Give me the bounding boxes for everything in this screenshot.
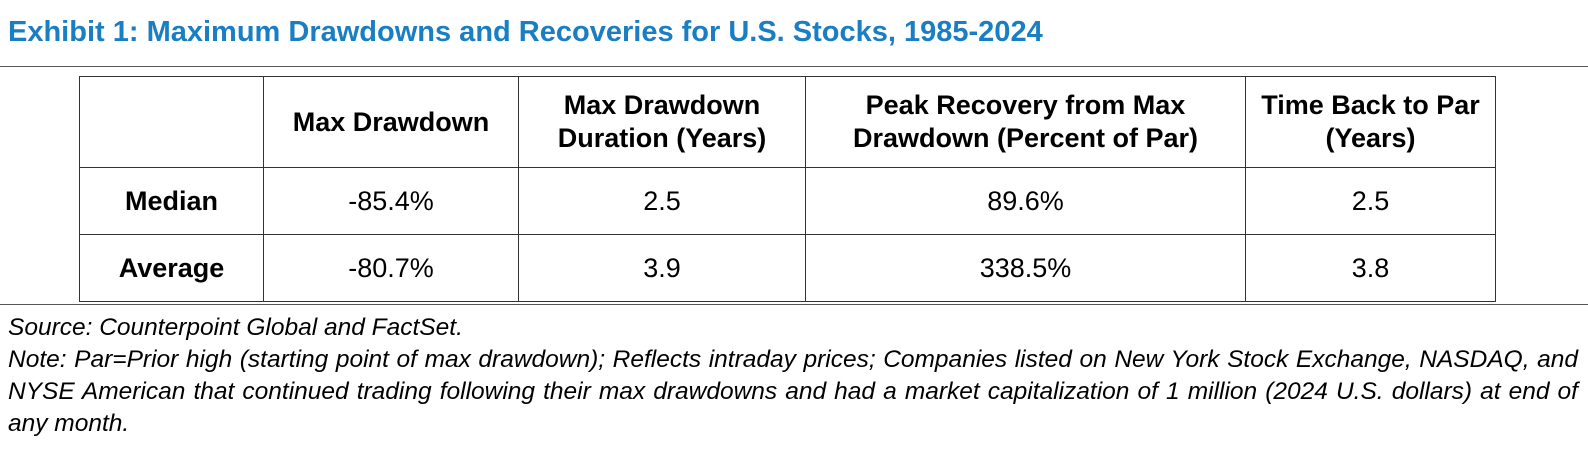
row-label-average: Average: [79, 234, 264, 302]
top-divider: [0, 66, 1588, 67]
methodology-note: Note: Par=Prior high (starting point of …: [8, 346, 1578, 437]
cell-time-back-to-par: 2.5: [1245, 167, 1496, 235]
table-row-median: Median -85.4% 2.5 89.6% 2.5: [79, 167, 1496, 235]
cell-peak-recovery: 338.5%: [805, 234, 1246, 302]
cell-max-drawdown: -85.4%: [263, 167, 519, 235]
cell-max-drawdown: -80.7%: [263, 234, 519, 302]
row-label-median: Median: [79, 167, 264, 235]
column-header-blank: [79, 76, 264, 168]
cell-drawdown-duration: 2.5: [518, 167, 806, 235]
source-note: Source: Counterpoint Global and FactSet.: [8, 314, 463, 341]
cell-drawdown-duration: 3.9: [518, 234, 806, 302]
table-header-row: Max Drawdown Max Drawdown Duration (Year…: [79, 76, 1496, 168]
column-header-max-drawdown: Max Drawdown: [263, 76, 519, 168]
bottom-divider: [0, 304, 1588, 305]
exhibit-title: Exhibit 1: Maximum Drawdowns and Recover…: [8, 16, 1043, 48]
cell-peak-recovery: 89.6%: [805, 167, 1246, 235]
cell-time-back-to-par: 3.8: [1245, 234, 1496, 302]
column-header-drawdown-duration: Max Drawdown Duration (Years): [518, 76, 806, 168]
column-header-time-back-to-par: Time Back to Par (Years): [1245, 76, 1496, 168]
table-row-average: Average -80.7% 3.9 338.5% 3.8: [79, 234, 1496, 302]
footnotes: Source: Counterpoint Global and FactSet.…: [8, 312, 1578, 440]
column-header-peak-recovery: Peak Recovery from Max Drawdown (Percent…: [805, 76, 1246, 168]
drawdown-table: Max Drawdown Max Drawdown Duration (Year…: [79, 76, 1496, 302]
